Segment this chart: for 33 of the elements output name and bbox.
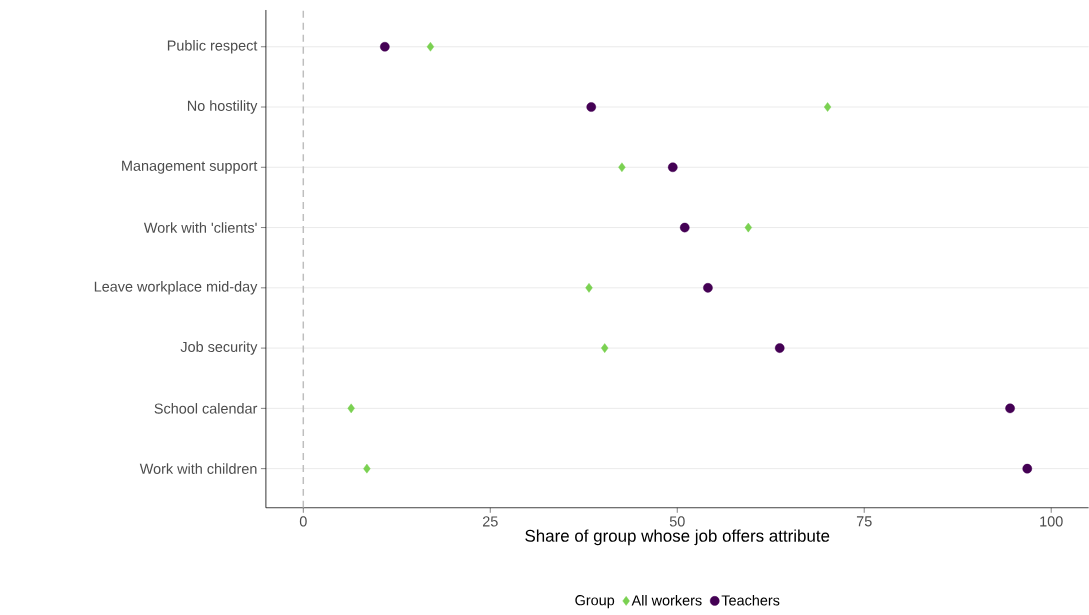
y-tick-label: Management support	[122, 160, 258, 174]
y-tick-label: Work with 'clients'	[143, 222, 257, 233]
legend-title: Group	[575, 595, 615, 609]
point	[774, 343, 785, 353]
point	[363, 463, 371, 474]
point	[585, 283, 593, 293]
point	[586, 102, 597, 112]
y-tick-label: Public respect	[167, 40, 258, 54]
y-tick-label: Work with children	[139, 463, 257, 475]
point	[679, 222, 690, 233]
x-tick-label: 75	[856, 516, 872, 527]
point	[667, 162, 678, 173]
y-tick-label: Job security	[180, 341, 258, 355]
legend-label: All workers	[631, 595, 702, 606]
x-tick-label: 0	[299, 516, 307, 527]
legend-label: Teachers	[721, 595, 780, 606]
point	[347, 403, 355, 414]
point	[601, 343, 609, 353]
point	[618, 162, 626, 173]
point	[1005, 403, 1015, 414]
point	[703, 283, 713, 293]
y-tick-label: School calendar	[154, 403, 258, 414]
x-axis-title: Share of group whose job offers attribute	[525, 529, 830, 546]
point	[1022, 463, 1033, 474]
y-tick-label: No hostility	[187, 100, 258, 114]
x-tick-label: 100	[1040, 516, 1063, 527]
point	[380, 42, 390, 52]
y-tick-label: Leave workplace mid-day	[94, 281, 258, 295]
point	[823, 102, 832, 112]
point	[426, 42, 435, 52]
point	[744, 222, 752, 233]
x-tick-label: 25	[482, 516, 498, 527]
x-tick-label: 50	[669, 516, 685, 527]
